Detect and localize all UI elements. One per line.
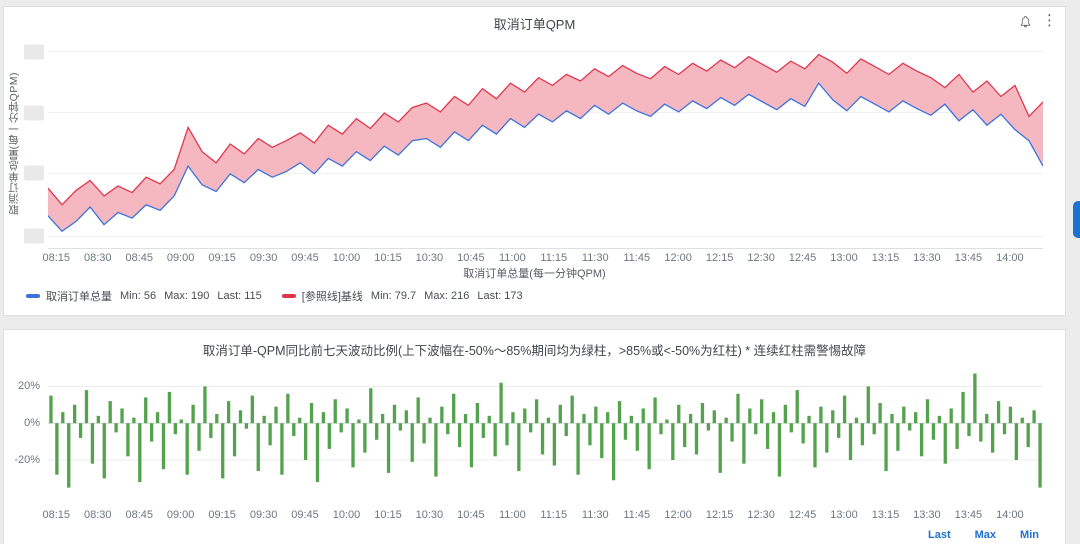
x-tick-label: 12:45 xyxy=(788,509,817,521)
x-tick-label: 08:45 xyxy=(125,252,153,264)
y-tick-redacted xyxy=(24,105,44,120)
legend-header-last[interactable]: Last xyxy=(928,529,951,541)
y-axis-label: 取消订单总量(每一分钟QPM) xyxy=(7,72,20,216)
legend-item-baseline[interactable]: [参照线]基线 Min: 79.7 Max: 216 Last: 173 xyxy=(281,288,523,304)
deviation-bar-plot[interactable] xyxy=(48,368,1043,506)
x-tick-label: 09:45 xyxy=(291,509,319,521)
x-tick-label: 08:30 xyxy=(83,509,112,521)
x-tick-label: 12:00 xyxy=(664,509,692,521)
y-axis-ticks-column xyxy=(22,39,48,249)
x-tick-label: 11:15 xyxy=(540,252,568,264)
panel-deviation-ratio: 取消订单-QPM同比前七天波动比例(上下波幅在-50%～85%期间均为绿柱，>8… xyxy=(3,329,1066,544)
x-tick-label: 14:00 xyxy=(996,252,1024,264)
x-tick-label: 09:15 xyxy=(208,509,236,521)
x-tick-label: 09:15 xyxy=(208,252,236,264)
qpm-timeseries-plot[interactable] xyxy=(48,39,1043,249)
x-tick-label: 10:00 xyxy=(332,252,361,264)
x-axis-ticks: 08:15 08:30 08:45 09:00 09:15 09:30 09:45 10:00… xyxy=(42,249,1043,266)
legend-label[interactable]: [参照线]基线 xyxy=(301,291,363,303)
x-tick-label: 14:00 xyxy=(996,509,1024,521)
x-tick-label: 10:30 xyxy=(415,509,444,521)
x-tick-label: 08:15 xyxy=(42,509,71,521)
legend-header-min[interactable]: Min xyxy=(1020,529,1039,541)
side-drawer-handle[interactable] xyxy=(1073,201,1080,238)
deviation-bar-chart[interactable] xyxy=(48,368,1043,506)
panel2-header: 取消订单-QPM同比前七天波动比例(上下波幅在-50%～85%期间均为绿柱，>8… xyxy=(4,330,1065,368)
qpm-timeseries-chart[interactable] xyxy=(48,39,1043,249)
x-tick-label: 13:15 xyxy=(871,509,900,521)
x-tick-label: 12:30 xyxy=(747,509,775,521)
x-tick-label: 10:00 xyxy=(332,509,361,521)
y-tick-label: 0% xyxy=(24,417,40,430)
x-tick-label: 09:00 xyxy=(166,509,195,521)
panel1-header: 取消订单QPM ⋮ xyxy=(4,7,1065,39)
legend-item-total[interactable]: 取消订单总量 Min: 56 Max: 190 Last: 115 xyxy=(26,288,262,304)
x-tick-label: 11:30 xyxy=(581,509,609,521)
legend-table-headers: Last Max Min xyxy=(928,529,1039,541)
x-tick-label: 12:45 xyxy=(788,252,817,264)
chart-legend: 取消订单总量 Min: 56 Max: 190 Last: 115 [参照线]基… xyxy=(4,283,1065,309)
x-tick-label: 10:45 xyxy=(457,252,485,264)
x-tick-label: 09:45 xyxy=(291,252,319,264)
x-tick-label: 13:30 xyxy=(913,509,941,521)
panel-cancel-order-qpm: 取消订单QPM ⋮ 取消订单总量(每一分钟QPM) xyxy=(3,6,1066,316)
x-tick-label: 12:15 xyxy=(705,252,734,264)
y-tick-redacted xyxy=(24,165,44,181)
x-tick-label: 09:30 xyxy=(249,252,278,264)
y-tick-label: 20% xyxy=(17,380,40,393)
x-tick-label: 13:15 xyxy=(871,252,900,264)
x-tick-label: 10:15 xyxy=(374,509,402,521)
alert-bell-icon[interactable] xyxy=(1019,15,1032,28)
qpm-chart-area: 取消订单总量(每一分钟QPM) xyxy=(4,39,1065,249)
x-tick-label: 08:15 xyxy=(42,252,71,264)
y-tick-redacted xyxy=(24,44,44,60)
panel-menu-kebab-icon[interactable]: ⋮ xyxy=(1042,12,1057,29)
legend-max: Max: 190 xyxy=(164,290,210,302)
deviation-chart-area: 20% 0% -20% xyxy=(4,368,1065,506)
legend-swatch-icon[interactable] xyxy=(281,294,296,298)
y-axis-title-column: 取消订单总量(每一分钟QPM) xyxy=(4,39,22,249)
legend-last: Last: 173 xyxy=(477,290,523,302)
panel2-title[interactable]: 取消订单-QPM同比前七天波动比例(上下波幅在-50%～85%期间均为绿柱，>8… xyxy=(202,343,867,358)
x-tick-label: 10:15 xyxy=(374,252,402,264)
x-tick-label: 13:00 xyxy=(830,252,858,264)
legend-header-max[interactable]: Max xyxy=(974,529,997,541)
legend-max: Max: 216 xyxy=(424,290,470,302)
x-tick-label: 09:30 xyxy=(249,509,278,521)
x-axis-ticks: 08:15 08:30 08:45 09:00 09:15 09:30 09:45 10:00… xyxy=(42,506,1043,523)
x-axis-label: 取消订单总量(每一分钟QPM) xyxy=(463,268,606,280)
x-tick-label: 11:00 xyxy=(499,509,526,521)
x-tick-label: 12:30 xyxy=(747,252,775,264)
legend-min: Min: 56 xyxy=(120,290,157,302)
x-tick-label: 10:45 xyxy=(457,509,485,521)
x-tick-label: 11:00 xyxy=(499,252,526,264)
x-tick-label: 13:00 xyxy=(830,509,858,521)
legend-label[interactable]: 取消订单总量 xyxy=(46,291,112,303)
y-axis-ticks-column: 20% 0% -20% xyxy=(4,368,48,506)
x-tick-label: 12:15 xyxy=(705,509,734,521)
legend-min: Min: 79.7 xyxy=(370,290,417,302)
x-tick-label: 09:00 xyxy=(166,252,195,264)
x-tick-label: 13:45 xyxy=(954,509,983,521)
panel1-title[interactable]: 取消订单QPM xyxy=(493,16,576,32)
y-tick-redacted xyxy=(24,228,44,244)
panel1-header-icons: ⋮ xyxy=(1019,12,1057,29)
x-tick-label: 08:30 xyxy=(83,252,112,264)
x-tick-label: 13:30 xyxy=(913,252,941,264)
x-tick-label: 11:15 xyxy=(540,509,568,521)
x-tick-label: 12:00 xyxy=(664,252,692,264)
x-tick-label: 10:30 xyxy=(415,252,444,264)
x-tick-label: 11:45 xyxy=(623,509,651,521)
legend-swatch-icon[interactable] xyxy=(26,294,40,298)
y-tick-label: -20% xyxy=(14,454,40,466)
x-tick-label: 11:30 xyxy=(581,252,609,264)
x-tick-label: 08:45 xyxy=(125,509,153,521)
legend-last: Last: 115 xyxy=(217,290,262,302)
x-tick-label: 13:45 xyxy=(954,252,983,264)
x-tick-label: 11:45 xyxy=(623,252,651,264)
